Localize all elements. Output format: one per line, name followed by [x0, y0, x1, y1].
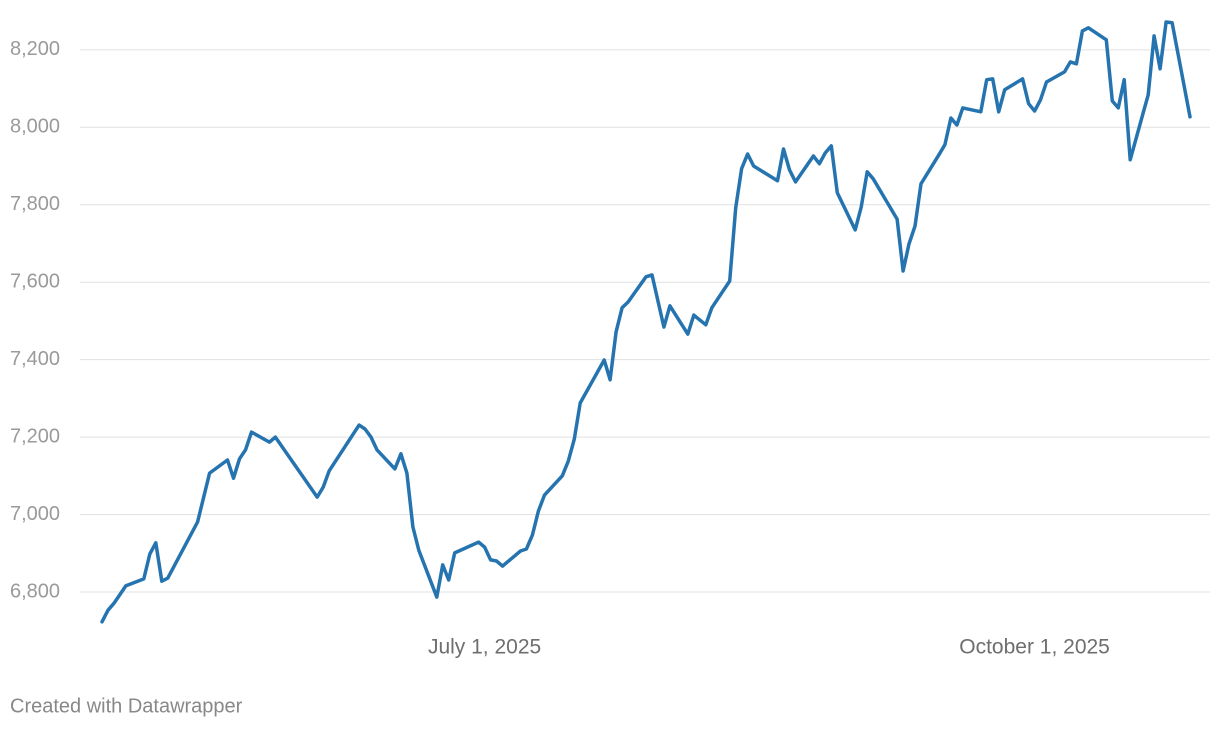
y-tick-label: 7,400 — [10, 348, 60, 370]
y-tick-label: 7,200 — [10, 425, 60, 447]
y-tick-label: 8,000 — [10, 116, 60, 138]
y-tick-label: 7,600 — [10, 270, 60, 292]
series-line — [100, 20, 1192, 624]
y-tick-label: 7,800 — [10, 193, 60, 215]
y-tick-label: 7,000 — [10, 503, 60, 525]
x-tick-label: October 1, 2025 — [959, 636, 1110, 659]
y-tick-label: 8,200 — [10, 38, 60, 60]
y-tick-label: 6,800 — [10, 580, 60, 602]
x-tick-label: July 1, 2025 — [428, 636, 541, 659]
source-note: Created with Datawrapper — [10, 695, 243, 717]
